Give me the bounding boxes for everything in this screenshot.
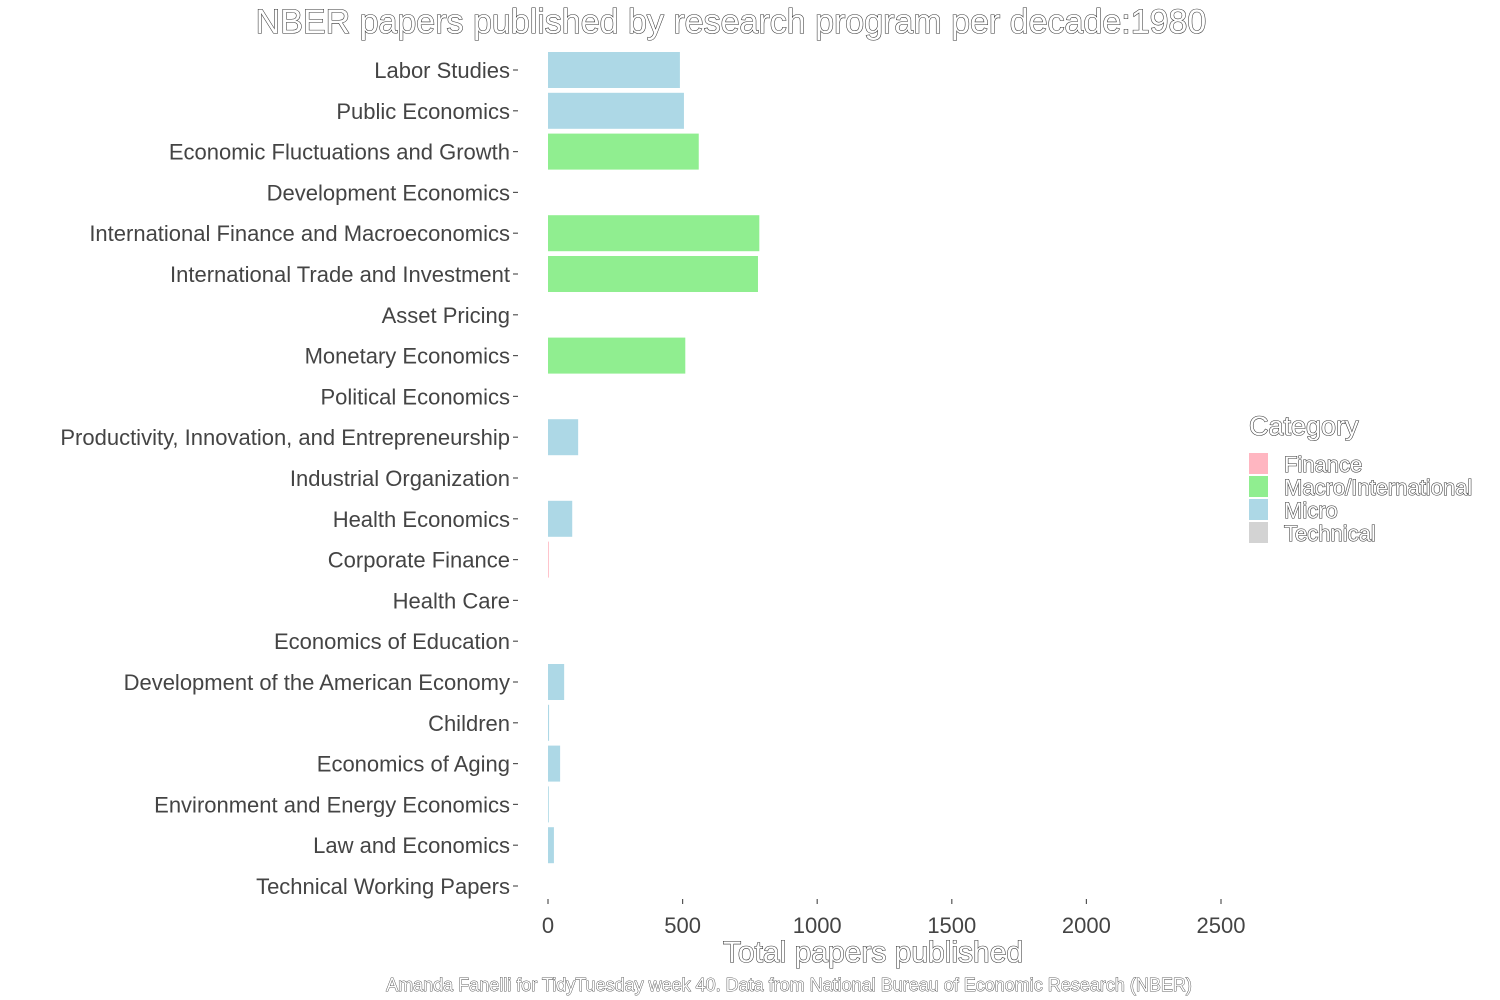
legend-label-finance: Finance — [1284, 452, 1362, 477]
bar-corporate-finance — [548, 541, 549, 578]
y-axis: Labor Studies Public Economics Economic Fl… — [60, 58, 518, 899]
x-tick-label-2000: 2000 — [1062, 913, 1111, 938]
y-tick-label-asset-pricing: Asset Pricing — [382, 303, 510, 328]
y-tick-label-environment-and-energy-economics: Environment and Energy Economics — [154, 792, 510, 817]
y-tick-label-children: Children — [428, 711, 510, 736]
y-tick-label-health-economics: Health Economics — [333, 507, 510, 532]
y-tick-label-economic-fluctuations-and-growth: Economic Fluctuations and Growth — [169, 140, 510, 165]
bar-labor-studies — [548, 52, 680, 88]
y-tick-label-health-care: Health Care — [393, 588, 510, 613]
bar-international-trade-and-investment — [548, 256, 758, 292]
bar-children — [548, 704, 550, 741]
y-tick-label-development-of-the-american-economy: Development of the American Economy — [124, 670, 510, 695]
legend-swatch-finance — [1249, 453, 1268, 474]
y-tick-label-public-economics: Public Economics — [336, 99, 510, 124]
bar-economic-fluctuations-and-growth — [548, 133, 699, 170]
legend: Category FinanceMacro/InternationalMicro… — [1248, 410, 1473, 547]
y-tick-label-corporate-finance: Corporate Finance — [328, 548, 510, 573]
x-tick-label-500: 500 — [664, 913, 701, 938]
y-tick-label-industrial-organization: Industrial Organization — [290, 466, 510, 491]
legend-swatch-micro — [1249, 499, 1268, 520]
y-tick-label-technical-working-papers: Technical Working Papers — [256, 874, 510, 899]
bar-productivity-innovation-and-entrepreneurship — [548, 419, 579, 456]
bar-environment-and-energy-economics — [548, 786, 549, 823]
y-tick-label-international-trade-and-investment: International Trade and Investment — [170, 262, 510, 287]
y-tick-label-political-economics: Political Economics — [320, 384, 510, 409]
bar-public-economics — [548, 92, 684, 129]
y-tick-label-development-economics: Development Economics — [267, 180, 510, 205]
legend-label-technical: Technical — [1284, 521, 1376, 546]
bar-economics-of-aging — [548, 745, 561, 782]
x-tick-label-2500: 2500 — [1197, 913, 1246, 938]
chart-caption: Amanda Fanelli for TidyTuesday week 40. … — [386, 975, 1192, 995]
bars-layer — [548, 52, 760, 864]
bar-monetary-economics — [548, 337, 686, 374]
x-axis: 0 500 1000 1500 2000 2500 — [542, 899, 1246, 938]
legend-label-macro-international: Macro/International — [1284, 475, 1472, 500]
bar-health-economics — [548, 500, 573, 537]
y-tick-label-productivity-innovation-and-entrepreneurship: Productivity, Innovation, and Entreprene… — [60, 425, 510, 450]
y-tick-label-international-finance-and-macroeconomics: International Finance and Macroeconomics — [89, 221, 510, 246]
legend-swatch-technical — [1249, 522, 1268, 543]
y-tick-label-labor-studies: Labor Studies — [374, 58, 510, 83]
y-tick-label-monetary-economics: Monetary Economics — [305, 344, 510, 369]
y-tick-label-economics-of-aging: Economics of Aging — [317, 752, 510, 777]
legend-swatch-macro-international — [1249, 476, 1268, 497]
y-tick-label-economics-of-education: Economics of Education — [274, 629, 510, 654]
bar-development-of-the-american-economy — [548, 664, 565, 700]
chart-title: NBER papers published by research progra… — [256, 3, 1207, 41]
y-tick-label-law-and-economics: Law and Economics — [313, 833, 510, 858]
bar-international-finance-and-macroeconomics — [548, 215, 760, 252]
legend-title: Category — [1249, 411, 1359, 441]
x-tick-label-1000: 1000 — [793, 913, 842, 938]
x-tick-label-0: 0 — [542, 913, 554, 938]
legend-label-micro: Micro — [1284, 498, 1338, 523]
bar-law-and-economics — [548, 827, 554, 864]
x-axis-title: Total papers published — [723, 936, 1023, 969]
x-tick-label-1500: 1500 — [927, 913, 976, 938]
